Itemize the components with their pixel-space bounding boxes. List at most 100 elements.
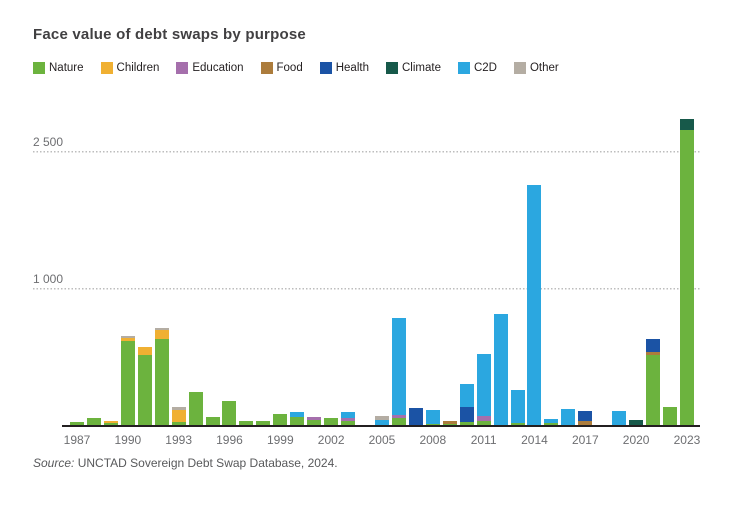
bar-segment-nature-1999 <box>273 413 288 426</box>
bar-segment-education-2006 <box>391 415 406 419</box>
bar-segment-nature-2011 <box>476 421 491 426</box>
bar-segment-nature-2003 <box>341 421 356 426</box>
bar-segment-nature-2002 <box>324 417 339 426</box>
bar-segment-c2d-2019 <box>612 410 627 426</box>
x-tick-2011: 2011 <box>470 433 497 447</box>
bar-segment-nature-2006 <box>391 418 406 426</box>
bar-segment-nature-2008 <box>425 423 440 426</box>
bar-2008 <box>425 0 440 426</box>
bar-1991 <box>137 0 152 426</box>
legend-item-other: Other <box>513 62 559 74</box>
legend-item-climate: Climate <box>385 62 441 74</box>
bar-2003 <box>341 0 356 426</box>
legend-label-other: Other <box>529 62 559 74</box>
bar-segment-c2d-2008 <box>425 409 440 424</box>
bar-segment-nature-2022 <box>663 406 678 426</box>
x-tick-1999: 1999 <box>266 433 294 447</box>
bar-2006 <box>391 0 406 426</box>
bar-segment-c2d-2014 <box>527 185 542 426</box>
bar-segment-nature-2000 <box>290 417 305 426</box>
gridline-label-1000: 1 000 <box>33 271 64 286</box>
bar-segment-c2d-2015 <box>544 419 559 423</box>
x-tick-2014: 2014 <box>521 433 548 447</box>
bar-segment-nature-1992 <box>154 339 169 426</box>
legend-swatch-c2d <box>457 62 470 74</box>
x-tick-1987: 1987 <box>63 433 91 447</box>
bar-1993 <box>171 0 186 426</box>
x-tick-1996: 1996 <box>216 433 243 447</box>
bar-2011 <box>476 0 491 426</box>
legend-swatch-children <box>100 62 113 74</box>
bar-segment-c2d-2010 <box>459 384 474 408</box>
bar-1994 <box>188 0 203 426</box>
source-prefix: Source: <box>33 456 75 470</box>
bar-2015 <box>544 0 559 426</box>
legend-label-nature: Nature <box>49 62 84 74</box>
bar-2000 <box>290 0 305 426</box>
bar-1999 <box>273 0 288 426</box>
bar-2014 <box>527 0 542 426</box>
bar-1987 <box>70 0 84 426</box>
bar-segment-food-2009 <box>442 420 457 424</box>
bar-2021 <box>646 0 661 426</box>
bar-2012 <box>493 0 508 426</box>
bar-segment-c2d-2012 <box>493 313 508 426</box>
legend-label-c2d: C2D <box>473 62 497 74</box>
bar-segment-nature-2013 <box>510 422 525 426</box>
bar-segment-nature-1989 <box>103 422 118 426</box>
legend-label-education: Education <box>192 62 244 74</box>
bar-segment-nature-2001 <box>307 419 322 426</box>
bar-segment-education-2001 <box>307 417 322 420</box>
bar-segment-nature-1990 <box>120 340 135 426</box>
bar-segment-health-2021 <box>646 338 661 353</box>
bar-2005 <box>374 0 389 426</box>
bar-2022 <box>663 0 678 426</box>
x-tick-2008: 2008 <box>419 433 447 447</box>
bar-2007 <box>408 0 423 426</box>
bar-2019 <box>612 0 627 426</box>
legend-label-climate: Climate <box>401 62 441 74</box>
bar-segment-health-2010 <box>459 407 474 422</box>
x-tick-2002: 2002 <box>317 433 345 447</box>
legend-swatch-other <box>513 62 526 74</box>
bar-segment-c2d-2000 <box>290 411 305 418</box>
bar-segment-other-2005 <box>374 415 389 420</box>
bar-1996 <box>222 0 237 426</box>
gridline-1000 <box>33 287 700 290</box>
bar-segment-c2d-2016 <box>561 408 576 426</box>
bar-segment-health-2017 <box>578 410 593 421</box>
source-note: Source: UNCTAD Sovereign Debt Swap Datab… <box>33 456 338 470</box>
bar-2023 <box>679 0 694 426</box>
source-text: UNCTAD Sovereign Debt Swap Database, 202… <box>74 456 338 470</box>
bar-segment-nature-2015 <box>544 422 559 426</box>
bar-segment-food-2017 <box>578 420 593 426</box>
bar-1997 <box>239 0 254 426</box>
bar-segment-children-1993 <box>171 409 186 422</box>
bar-segment-nature-2010 <box>459 421 474 426</box>
bar-segment-education-2003 <box>341 418 356 422</box>
x-tick-2020: 2020 <box>622 433 650 447</box>
bar-segment-climate-2023 <box>679 118 694 130</box>
bar-1989 <box>103 0 118 426</box>
bar-1998 <box>256 0 271 426</box>
bar-2001 <box>307 0 322 426</box>
bar-segment-nature-2009 <box>442 423 457 426</box>
legend: Nature Children Education Food Health Climate… <box>33 62 576 74</box>
bar-segment-nature-1994 <box>188 391 203 426</box>
bar-segment-other-1993 <box>171 407 186 410</box>
bar-segment-nature-1991 <box>137 354 152 426</box>
gridline-2500 <box>33 150 700 153</box>
legend-item-children: Children <box>100 62 159 74</box>
bar-2009 <box>442 0 457 426</box>
bar-segment-other-1992 <box>154 327 169 331</box>
bar-segment-education-2011 <box>476 416 491 422</box>
bar-segment-children-1992 <box>154 330 169 340</box>
bar-segment-c2d-2005 <box>374 419 389 426</box>
legend-swatch-food <box>260 62 273 74</box>
bar-segment-climate-2020 <box>629 419 644 426</box>
bar-1990 <box>120 0 135 426</box>
x-axis-baseline <box>62 425 700 427</box>
bar-segment-children-1990 <box>120 338 135 341</box>
bar-segment-nature-1988 <box>86 418 101 426</box>
